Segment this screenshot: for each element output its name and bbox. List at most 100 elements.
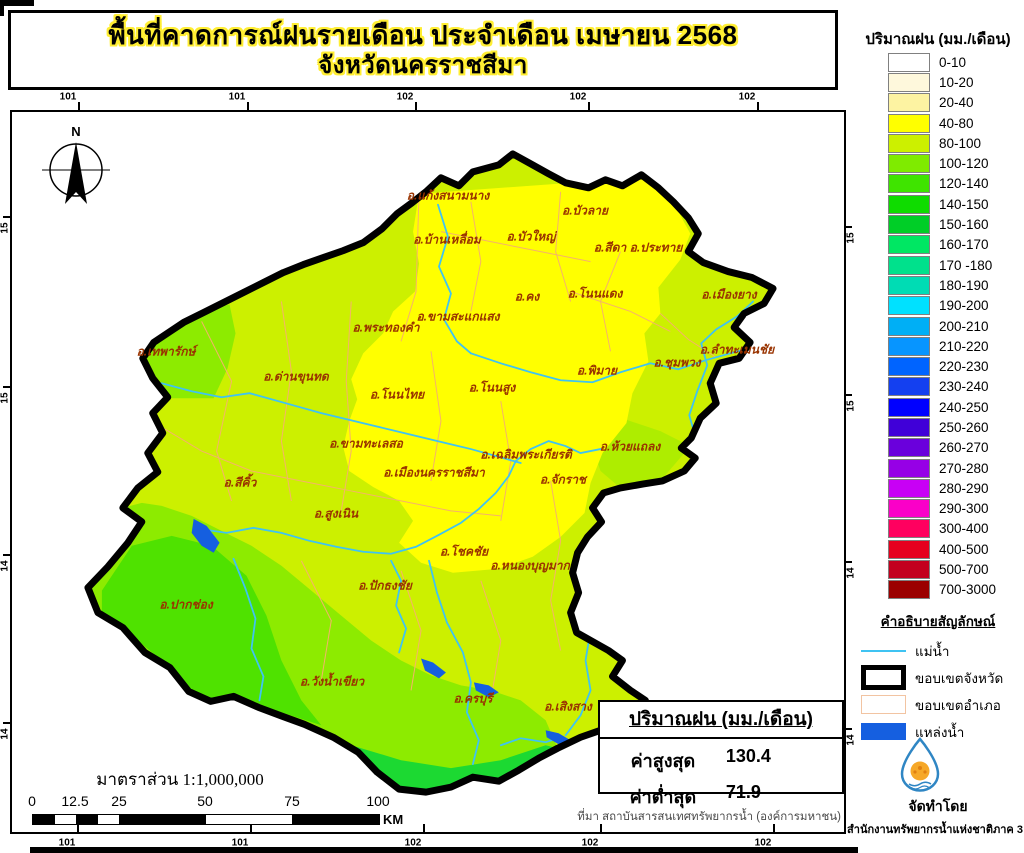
symbol-label-district: ขอบเขตอำเภอ — [915, 697, 1001, 713]
stats-max-value: 130.4 — [725, 746, 771, 766]
legend-range-label: 700-3000 — [939, 582, 997, 598]
stats-max-row: ค่าสูงสุด 130.4 — [600, 746, 842, 775]
latitude-label-right: 14 — [845, 567, 857, 579]
legend-color-swatch — [888, 539, 930, 559]
symbol-label-province: ขอบเขตจังหวัด — [915, 670, 1004, 686]
legend-range-label: 20-40 — [939, 95, 974, 111]
legend-range-label: 190-200 — [939, 298, 989, 314]
legend-row: 0-10 — [888, 52, 996, 72]
legend-color-swatch — [888, 316, 930, 336]
legend-color-swatch — [888, 174, 930, 194]
legend-row: 220-230 — [888, 356, 996, 377]
legend-range-label: 100-120 — [939, 156, 989, 172]
legend-color-swatch — [888, 580, 930, 600]
legend-color-swatch — [888, 377, 930, 397]
stats-max-label: ค่าสูงสุด — [630, 751, 696, 771]
scalebar-tick-label: 100 — [366, 793, 390, 809]
legend-row: 500-700 — [888, 559, 996, 580]
fill-100-120-west — [142, 304, 236, 399]
prepared-by-label: จัดทำโดย — [908, 798, 968, 814]
legend-row: 160-170 — [888, 235, 996, 255]
legend-row: 190-200 — [888, 296, 996, 316]
legend-color-swatch — [888, 357, 930, 377]
tick-top — [757, 102, 759, 110]
legend-row: 260-270 — [888, 438, 996, 458]
legend-range-label: 160-170 — [939, 237, 989, 253]
tick-right — [844, 394, 852, 396]
latitude-label-right: 14 — [845, 734, 857, 746]
tick-top — [78, 102, 80, 110]
tick-right — [844, 226, 852, 228]
longitude-label-top: 102 — [569, 91, 587, 103]
legend-range-label: 290-300 — [939, 501, 989, 517]
scalebar-tick-label: 25 — [111, 793, 127, 809]
longitude-label-bottom: 102 — [404, 837, 422, 849]
legend-range-label: 400-500 — [939, 541, 989, 557]
legend-row: 270-280 — [888, 458, 996, 478]
tick-left — [3, 216, 11, 218]
scalebar-tick-label: 50 — [197, 793, 213, 809]
legend-row: 140-150 — [888, 194, 996, 214]
rainfall-stats-box: ปริมาณฝน (มม./เดือน) ค่าสูงสุด 130.4 ค่า… — [598, 700, 844, 807]
legend-range-label: 230-240 — [939, 379, 989, 395]
scalebar-segment — [205, 815, 293, 824]
legend-color-swatch — [888, 133, 930, 153]
north-arrow-icon — [65, 142, 87, 204]
tick-left — [3, 722, 11, 724]
legend-range-label: 200-210 — [939, 318, 989, 334]
tick-bottom — [600, 824, 602, 832]
legend-row: 210-220 — [888, 336, 996, 356]
scalebar-tick-label: 75 — [284, 793, 300, 809]
legend-color-swatch — [888, 499, 930, 519]
tick-top — [247, 102, 249, 110]
legend-range-label: 300-400 — [939, 521, 989, 537]
river-lines — [87, 203, 754, 766]
legend-range-label: 140-150 — [939, 196, 989, 212]
latitude-label-left: 14 — [0, 728, 11, 740]
legend-range-label: 40-80 — [939, 115, 974, 131]
scalebar-segment — [33, 815, 55, 824]
longitude-label-bottom: 102 — [754, 837, 772, 849]
legend-range-label: 80-100 — [939, 135, 982, 151]
province-boundary-icon — [861, 665, 906, 690]
legend-row: 150-160 — [888, 214, 996, 235]
legend-list: 0-10 10-20 20-40 40-80 80-100 100-120 120-140 1… — [888, 52, 996, 600]
legend-range-label: 280-290 — [939, 480, 989, 496]
fill-120-140-inner-southwest — [101, 535, 322, 726]
scalebar-segment — [97, 815, 120, 824]
legend-range-label: 210-220 — [939, 338, 989, 354]
longitude-label-bottom: 102 — [581, 837, 599, 849]
map-scale-caption: มาตราส่วน 1:1,000,000 — [96, 770, 264, 789]
symbol-label-water: แหล่งน้ำ — [915, 724, 965, 740]
legend-range-label: 10-20 — [939, 74, 974, 90]
legend-range-label: 500-700 — [939, 562, 989, 578]
legend-color-swatch — [888, 255, 930, 275]
legend-color-swatch — [888, 296, 930, 316]
scalebar-tick-label: 0 — [28, 793, 36, 809]
legend-row: 100-120 — [888, 153, 996, 174]
province-map-svg — [84, 150, 777, 796]
legend-row: 250-260 — [888, 417, 996, 437]
legend-color-swatch — [888, 438, 930, 458]
symbol-row-water: แหล่งน้ำ — [861, 718, 1003, 745]
agency-name: สำนักงานทรัพยากรน้ำแห่งชาติภาค 3 — [847, 824, 1023, 836]
legend-title: ปริมาณฝน (มม./เดือน) — [865, 31, 1011, 48]
latitude-label-right: 15 — [845, 400, 857, 412]
legend-range-label: 240-250 — [939, 399, 989, 415]
legend-row: 40-80 — [888, 113, 996, 133]
legend-row: 240-250 — [888, 397, 996, 417]
compass-north-label: N — [71, 124, 80, 139]
legend-color-swatch — [888, 417, 930, 437]
stats-min-value: 71.9 — [725, 782, 761, 802]
fill-40-80-yellow-blob — [343, 177, 691, 573]
stats-title: ปริมาณฝน (มม./เดือน) — [600, 702, 842, 739]
scalebar — [32, 814, 380, 825]
water-bodies — [191, 518, 571, 745]
tick-top — [415, 102, 417, 110]
legend-color-swatch — [888, 458, 930, 478]
legend-row: 280-290 — [888, 478, 996, 498]
symbol-row-river: แม่น้ำ — [861, 637, 1003, 664]
bottom-frame-bar — [30, 847, 858, 853]
scalebar-segment — [119, 815, 206, 824]
tick-bottom — [77, 824, 79, 832]
